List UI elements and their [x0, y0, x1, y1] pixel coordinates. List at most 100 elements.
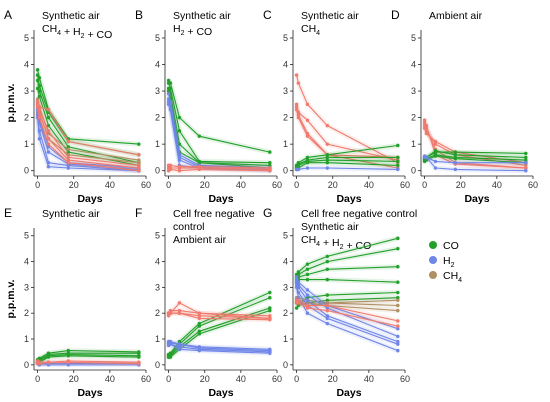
data-point	[166, 97, 171, 101]
data-point	[396, 167, 400, 172]
data-point	[35, 73, 40, 77]
data-point	[137, 161, 141, 165]
legend-label-h2: H2	[443, 255, 455, 269]
data-point	[305, 134, 310, 138]
data-point	[296, 163, 301, 168]
data-point	[396, 246, 400, 251]
data-point	[396, 308, 400, 313]
x-tick-label: 0	[35, 374, 40, 384]
panel-title-line: Synthetic air	[173, 10, 231, 22]
data-point	[453, 153, 458, 157]
y-tick-label: 2	[155, 308, 160, 318]
y-tick-label: 4	[155, 60, 160, 70]
data-point	[396, 265, 400, 269]
panel-title-line: Synthetic air	[301, 10, 359, 22]
data-point	[433, 139, 438, 144]
x-tick-label: 60	[400, 180, 410, 190]
data-point	[35, 78, 40, 83]
panel-title-line: CH4	[301, 23, 320, 37]
panel-title-line: Cell free negative control	[301, 208, 417, 220]
y-tick-label: 1	[24, 139, 29, 149]
panel-letter: F	[135, 206, 142, 220]
x-tick-label: 40	[236, 374, 246, 384]
data-point	[433, 166, 438, 170]
y-tick-label: 4	[155, 257, 160, 267]
y-tick-label: 0	[411, 166, 416, 176]
data-point	[296, 301, 301, 305]
y-tick-label: 0	[283, 360, 288, 370]
y-tick-label: 2	[411, 113, 416, 123]
data-point	[268, 296, 272, 300]
x-tick-label: 20	[69, 374, 79, 384]
data-point	[137, 166, 141, 170]
y-tick-label: 2	[283, 308, 288, 318]
data-point	[296, 115, 301, 120]
data-point	[197, 316, 202, 321]
data-point	[305, 166, 310, 170]
panel-title-line: Synthetic air	[42, 208, 100, 220]
y-tick-label: 1	[155, 139, 160, 149]
x-tick-label: 40	[364, 180, 374, 190]
data-point	[296, 270, 301, 274]
data-point	[37, 94, 42, 99]
data-point	[294, 306, 299, 310]
data-point	[305, 298, 310, 302]
data-point	[325, 267, 330, 272]
data-point	[424, 155, 429, 160]
data-point	[177, 345, 182, 349]
data-point	[305, 161, 310, 165]
data-point	[177, 166, 182, 170]
data-point	[294, 107, 299, 112]
data-point	[66, 363, 71, 367]
data-point	[35, 105, 40, 109]
y-tick-label: 5	[24, 33, 29, 43]
data-point	[166, 81, 171, 85]
data-point	[305, 272, 310, 277]
x-tick-label: 0	[166, 374, 171, 384]
legend-label-ch4: CH4	[443, 270, 462, 284]
data-point	[268, 161, 272, 165]
x-tick-label: 0	[294, 180, 299, 190]
y-tick-label: 2	[24, 113, 29, 123]
x-axis-title: Days	[208, 387, 233, 399]
y-tick-label: 4	[283, 60, 288, 70]
data-point	[433, 149, 438, 153]
data-point	[177, 301, 182, 305]
y-tick-label: 5	[155, 231, 160, 241]
y-tick-label: 3	[24, 282, 29, 292]
data-point	[422, 126, 427, 130]
data-point	[137, 142, 141, 146]
y-tick-label: 2	[155, 113, 160, 123]
data-point	[325, 308, 330, 313]
data-point	[46, 363, 51, 367]
y-tick-label: 1	[283, 139, 288, 149]
data-point	[396, 319, 400, 323]
data-point	[177, 339, 182, 344]
legend-swatch-co	[429, 241, 437, 249]
data-point	[325, 301, 330, 305]
y-tick-label: 1	[155, 334, 160, 344]
data-point	[168, 107, 173, 112]
data-point	[396, 334, 400, 339]
data-point	[396, 143, 400, 148]
data-point	[305, 311, 310, 315]
data-point	[396, 290, 400, 295]
panel-title-line: control	[173, 221, 205, 233]
x-tick-label: 60	[272, 180, 282, 190]
data-point	[524, 168, 528, 173]
y-tick-label: 1	[24, 334, 29, 344]
data-point	[268, 150, 272, 154]
y-tick-label: 1	[411, 139, 416, 149]
data-point	[197, 161, 202, 165]
legend-label-co: CO	[443, 240, 459, 252]
data-point	[46, 142, 51, 146]
data-point	[294, 102, 299, 107]
data-point	[325, 259, 330, 264]
data-point	[268, 163, 272, 168]
data-point	[66, 155, 71, 160]
data-point	[524, 166, 528, 170]
panel-g: 0 1 2 3 4 5 0 20 40 60 Days G Cell free negative con…	[263, 206, 417, 399]
data-point	[197, 321, 202, 326]
data-point	[177, 311, 182, 315]
